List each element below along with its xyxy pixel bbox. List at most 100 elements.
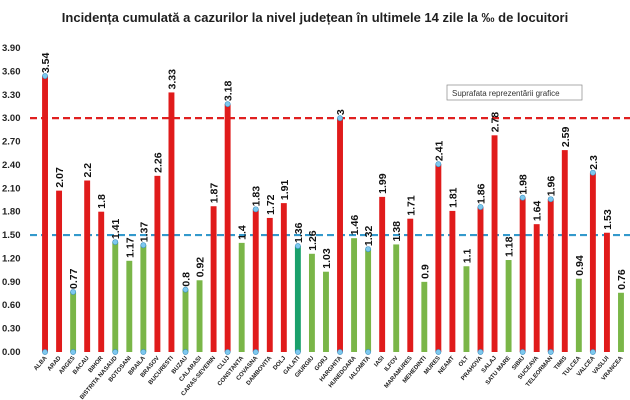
data-label: 1.72 <box>265 194 277 215</box>
bar <box>365 249 372 352</box>
y-tick-label: 2.70 <box>2 137 21 148</box>
selection-marker <box>42 349 48 355</box>
bar <box>140 245 147 352</box>
chart-title: Incidența cumulată a cazurilor la nivel … <box>62 10 568 25</box>
data-label: 0.77 <box>68 268 80 289</box>
selection-marker <box>112 349 119 355</box>
x-tick-label: OLT <box>458 355 470 368</box>
data-label: 2.07 <box>54 167 66 188</box>
data-label: 1.81 <box>447 187 459 208</box>
selection-marker <box>337 349 343 355</box>
selection-marker <box>365 349 372 355</box>
bar <box>519 197 526 352</box>
y-tick-label: 3.60 <box>2 66 21 77</box>
bar <box>252 209 259 352</box>
bar <box>168 92 175 352</box>
selection-marker <box>224 101 231 108</box>
data-label: 1.37 <box>138 222 150 243</box>
data-label: 3.54 <box>40 52 52 73</box>
bar <box>266 217 273 352</box>
data-label: 1.53 <box>602 209 614 230</box>
selection-marker <box>519 194 526 201</box>
bar <box>561 150 568 352</box>
selection-marker <box>70 289 77 295</box>
data-label: 2.78 <box>490 112 502 133</box>
bar <box>294 245 301 352</box>
bar <box>98 211 105 352</box>
bar <box>323 271 329 352</box>
selection-marker <box>294 349 301 355</box>
data-label: 1.87 <box>209 183 221 204</box>
data-label: 2.2 <box>82 163 94 178</box>
bar <box>603 232 610 352</box>
selection-marker <box>477 204 484 210</box>
selection-marker <box>547 349 554 355</box>
bar <box>56 190 63 352</box>
bar <box>280 203 287 352</box>
data-label: 1.96 <box>546 176 558 197</box>
selection-marker <box>519 349 526 355</box>
selection-marker <box>435 161 442 168</box>
selection-marker <box>42 73 48 79</box>
selection-marker <box>112 239 119 245</box>
bar <box>224 104 231 352</box>
data-label: 1.26 <box>307 230 319 251</box>
data-label: 1.86 <box>476 183 488 204</box>
y-tick-label: 0.30 <box>2 324 21 335</box>
data-label: 1.36 <box>293 222 305 243</box>
data-label: 1.64 <box>532 201 544 222</box>
y-tick-label: 0.90 <box>2 277 21 288</box>
bar <box>547 199 554 352</box>
selection-marker <box>70 349 77 355</box>
bar <box>308 253 315 352</box>
bars <box>42 73 624 355</box>
bar <box>210 206 217 352</box>
selection-marker <box>477 349 484 355</box>
selection-marker <box>182 286 189 293</box>
y-axis-ticks: 0.00 0.30 0.60 0.90 1.20 1.50 1.80 2.10 2.40 2.70… <box>2 43 21 358</box>
data-label: 1.4 <box>237 225 249 240</box>
selection-marker <box>252 349 259 355</box>
selection-marker <box>589 169 596 176</box>
bar <box>491 135 498 352</box>
reference-lines <box>30 117 630 237</box>
data-label: 1.38 <box>391 221 403 242</box>
y-tick-label: 0.60 <box>2 300 21 311</box>
data-label: 2.41 <box>433 141 445 162</box>
selection-marker <box>252 206 259 213</box>
data-label: 2.59 <box>560 127 572 148</box>
data-label: 0.94 <box>574 255 586 276</box>
bar <box>126 260 133 352</box>
bar <box>589 172 596 352</box>
data-label: 1.91 <box>279 180 291 201</box>
tooltip-box <box>446 84 583 101</box>
data-label: 3 <box>335 109 347 115</box>
data-label: 0.8 <box>181 272 193 287</box>
data-label: 3.33 <box>166 69 178 90</box>
bar <box>379 196 386 352</box>
data-label: 1.17 <box>124 237 136 258</box>
data-label: 1.8 <box>96 194 108 209</box>
data-label: 1.71 <box>405 195 417 216</box>
data-label: 1.98 <box>518 174 530 195</box>
data-label: 1.32 <box>363 226 375 247</box>
bar <box>463 266 470 352</box>
bar <box>351 238 358 352</box>
data-labels: 3.54 2.07 0.77 2.2 1.81.411.171.37 2.26 3.33 0.… <box>40 52 628 289</box>
bar <box>449 210 456 352</box>
y-tick-label: 1.80 <box>2 207 21 218</box>
y-tick-label: 1.50 <box>2 230 21 241</box>
bar <box>337 118 343 353</box>
bar <box>407 218 414 352</box>
bar <box>238 242 245 352</box>
bar <box>154 175 161 352</box>
x-tick-label: IASI <box>374 355 386 368</box>
data-label: 1.1 <box>461 248 473 263</box>
bar <box>477 207 484 352</box>
data-label: 1.03 <box>321 248 333 269</box>
bar <box>182 289 189 352</box>
bar <box>112 242 119 352</box>
tooltip: Suprafata reprezentării grafice <box>446 84 583 101</box>
